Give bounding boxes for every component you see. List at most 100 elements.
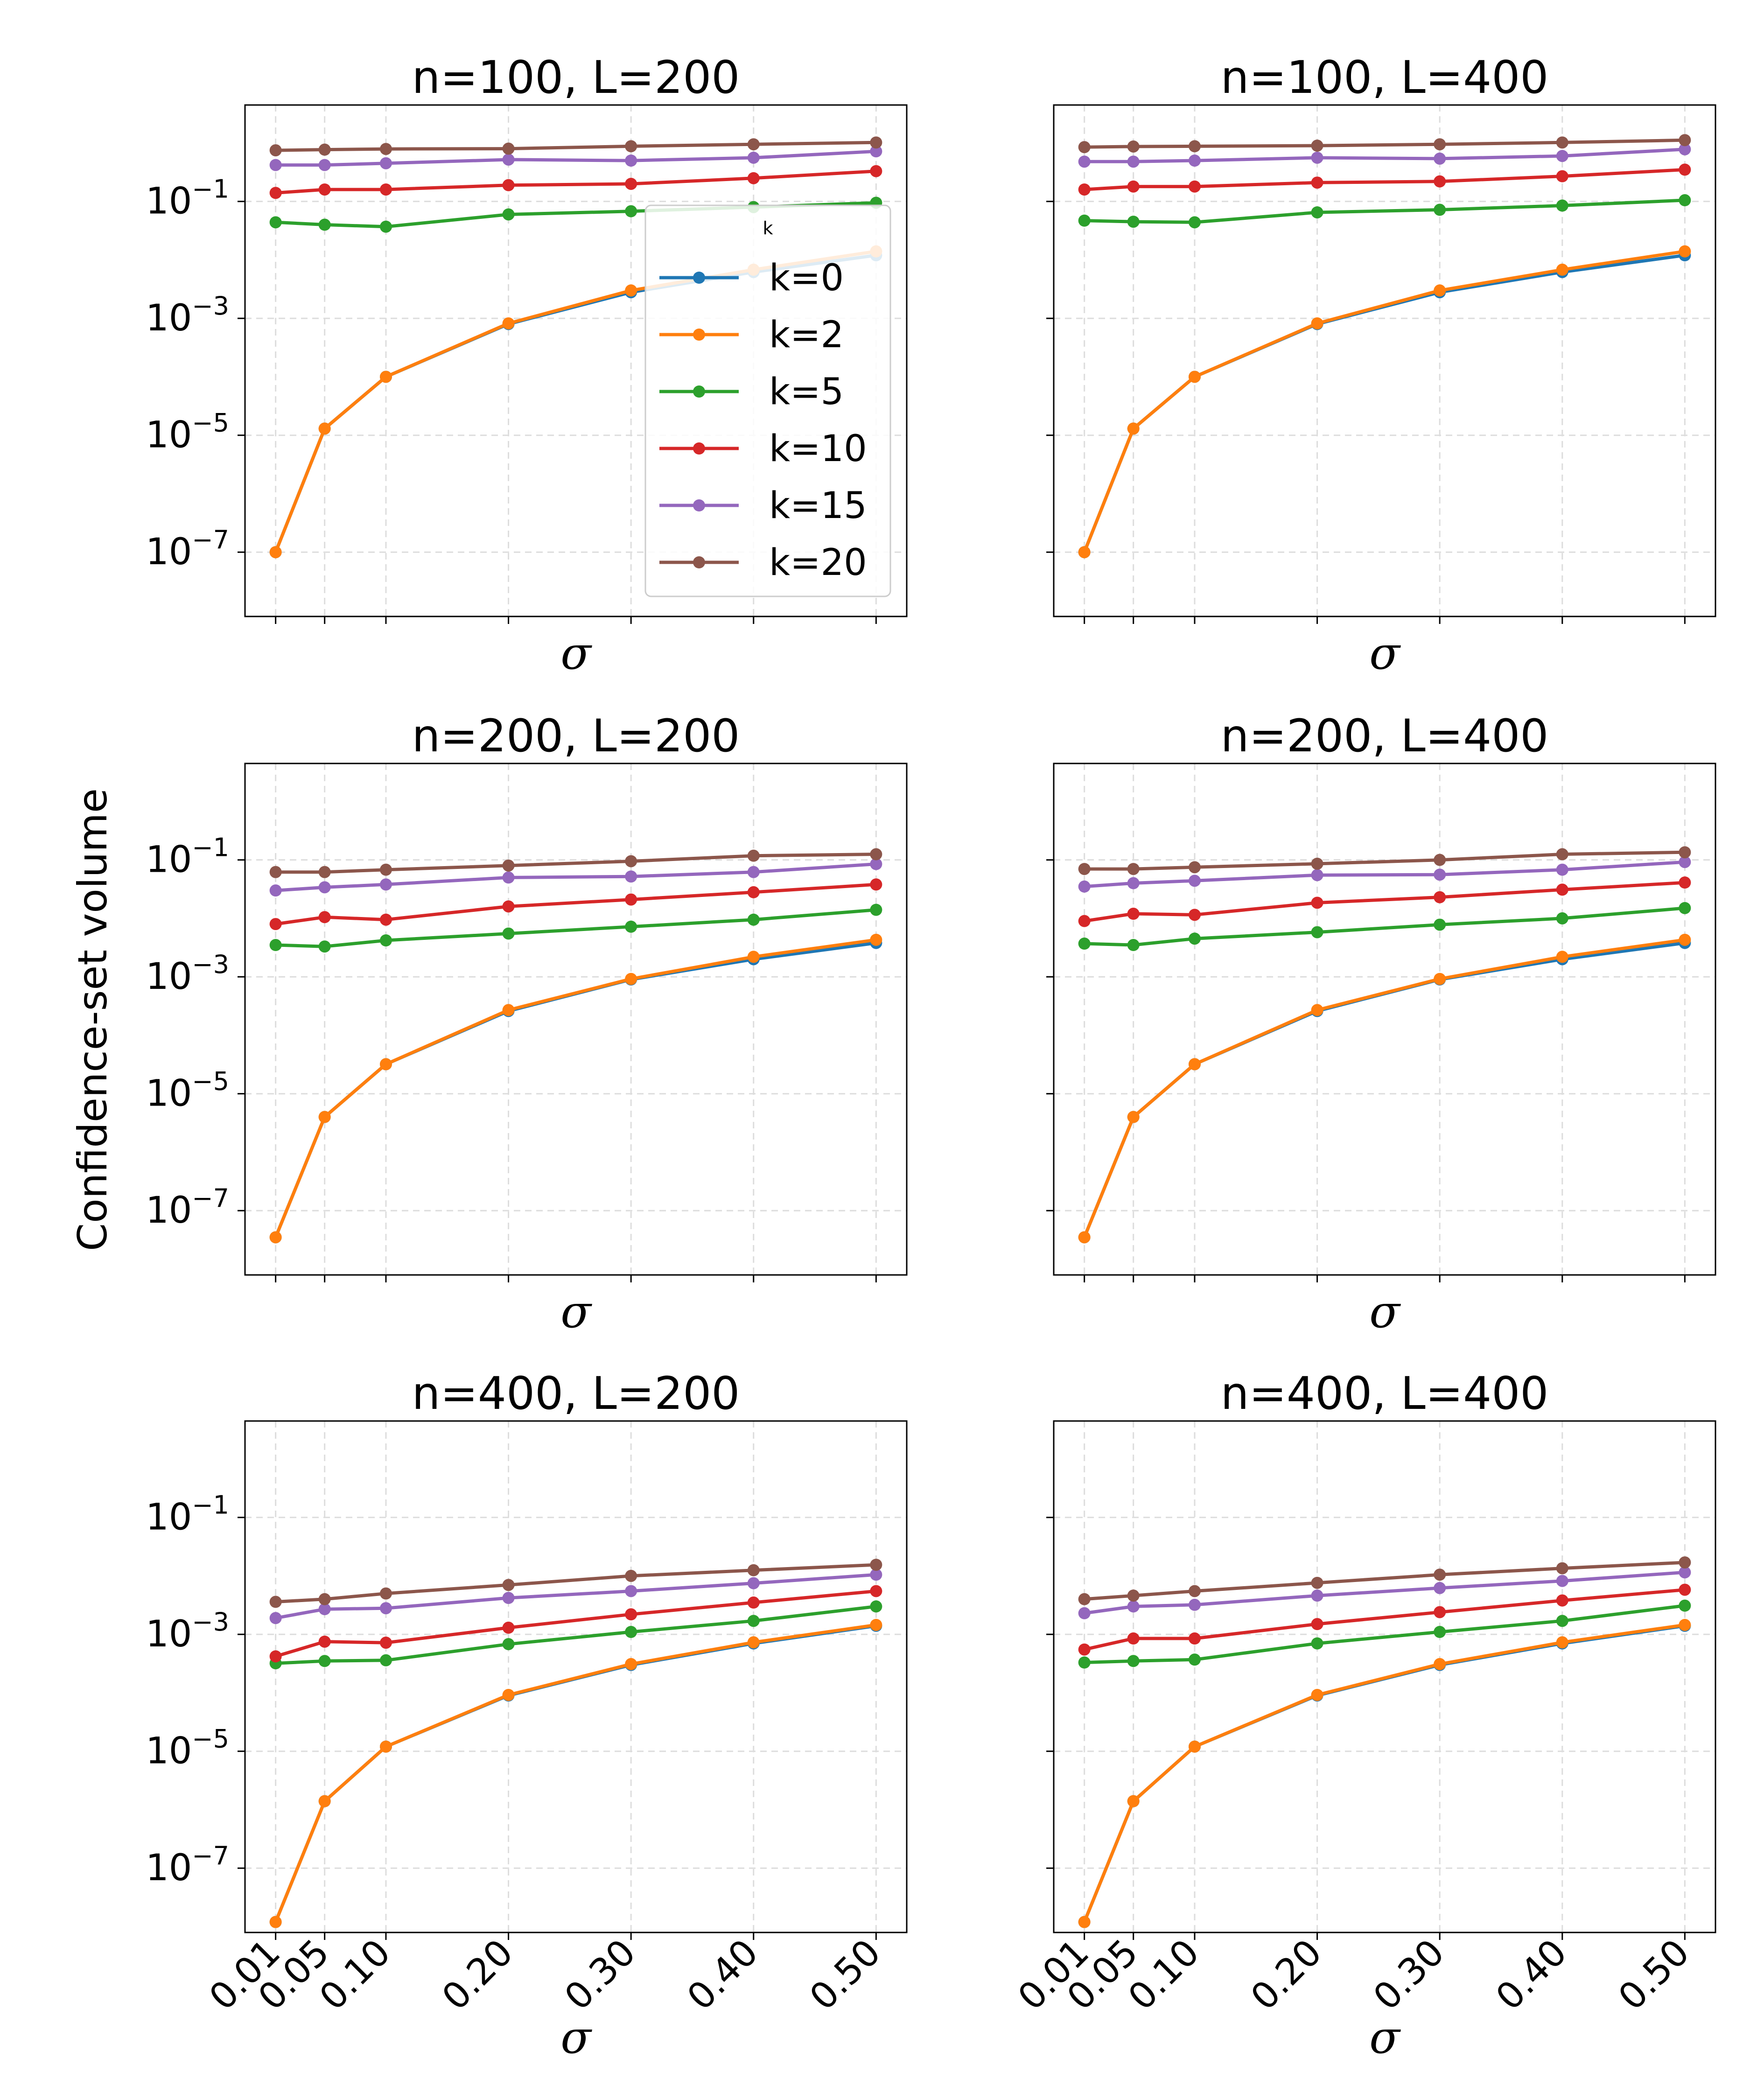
data-point <box>1078 915 1091 927</box>
data-point <box>1679 1583 1691 1596</box>
series-line-k20 <box>1084 138 1685 149</box>
y-tick-label: 10−7 <box>146 525 229 573</box>
data-point <box>747 1577 760 1589</box>
data-point <box>625 1658 637 1670</box>
x-tick-label: 0.20 <box>1243 1932 1330 2018</box>
data-point <box>269 884 282 897</box>
data-point <box>1679 1556 1691 1569</box>
data-point <box>502 927 515 940</box>
data-point <box>502 1579 515 1591</box>
data-point <box>1078 1593 1091 1605</box>
series-line-k0 <box>1083 1624 1685 1923</box>
panel-title: n=400, L=400 <box>1221 1367 1549 1420</box>
data-point <box>1311 1637 1323 1650</box>
legend: k k=0 k=2 k=5 k=10 k=15 k=20 <box>644 204 891 597</box>
data-point <box>1311 1576 1323 1589</box>
data-point <box>1078 546 1091 559</box>
panel-title: n=400, L=200 <box>412 1367 740 1420</box>
panel-title: n=100, L=200 <box>412 51 740 104</box>
axes-frame <box>1053 1420 1716 1933</box>
data-point <box>1188 861 1201 874</box>
data-point <box>318 1655 331 1667</box>
data-point <box>625 1585 637 1597</box>
data-point <box>1556 136 1568 149</box>
series-line-k2 <box>1083 938 1685 1238</box>
y-tick-label: 10−5 <box>146 408 229 456</box>
data-point <box>502 1638 515 1651</box>
data-point <box>502 859 515 872</box>
data-point <box>870 165 882 177</box>
data-point <box>318 911 331 924</box>
x-axis-label: σ <box>1369 627 1401 679</box>
data-point <box>269 1596 282 1608</box>
x-tick-label: 0.30 <box>557 1932 644 2018</box>
data-point <box>269 144 282 157</box>
data-point <box>1434 1658 1446 1670</box>
series-line-k15 <box>1084 860 1685 889</box>
data-point <box>318 1593 331 1605</box>
legend-entry: k=0 <box>769 257 844 299</box>
data-point <box>1556 199 1568 212</box>
series-line-k10 <box>275 169 876 195</box>
data-point <box>1188 140 1201 153</box>
legend-entry: k=15 <box>769 485 867 527</box>
data-point <box>318 1795 331 1807</box>
data-point <box>625 205 637 217</box>
data-point <box>502 317 515 329</box>
data-point <box>1188 154 1201 167</box>
data-point <box>1556 1575 1568 1587</box>
data-point <box>1679 846 1691 859</box>
data-point <box>502 1592 515 1604</box>
series-line-k2 <box>1083 1623 1685 1923</box>
data-point <box>269 1916 282 1928</box>
y-tick-label: 10−7 <box>146 1183 229 1232</box>
data-point <box>269 1231 282 1244</box>
data-point <box>1434 854 1446 866</box>
data-point <box>625 855 637 868</box>
data-point <box>379 371 392 383</box>
data-point <box>870 136 882 149</box>
data-point <box>747 1596 760 1609</box>
data-point <box>318 159 331 171</box>
data-point <box>1127 1795 1140 1807</box>
chart-panel: 10−710−510−310−1n=100, L=200σkk=0k=2k=5k… <box>146 51 908 679</box>
data-point <box>747 1636 760 1649</box>
data-point <box>1434 1626 1446 1638</box>
data-point <box>318 866 331 878</box>
data-point <box>1311 1618 1323 1631</box>
data-point <box>269 866 282 878</box>
data-point <box>379 183 392 196</box>
y-tick-label: 10−3 <box>146 291 229 339</box>
chart-panel: 10−7 10−5 10−3 10−1 n=200, L=200 σ <box>146 710 908 1338</box>
data-point <box>1127 140 1140 153</box>
data-point <box>870 1585 882 1597</box>
data-point <box>1078 141 1091 154</box>
shared-y-axis-label: Confidence-set volume <box>70 788 116 1251</box>
data-point <box>379 1602 392 1615</box>
data-point <box>318 1111 331 1123</box>
data-point <box>625 284 637 297</box>
data-point <box>1127 1655 1140 1667</box>
series-line-k10 <box>1084 1588 1685 1652</box>
series-line-k20 <box>275 1563 876 1603</box>
data-point <box>269 216 282 229</box>
data-point <box>625 973 637 985</box>
data-point <box>1078 938 1091 950</box>
data-point <box>379 863 392 876</box>
data-point <box>318 881 331 894</box>
data-point <box>1556 1562 1568 1575</box>
x-axis-label: σ <box>560 2011 592 2064</box>
y-tick-label: 10−1 <box>146 1491 229 1539</box>
data-point <box>1078 155 1091 168</box>
x-tick-label: 0.20 <box>434 1932 521 2018</box>
series-line-k0 <box>1083 941 1685 1238</box>
data-point <box>1078 214 1091 227</box>
data-point <box>502 1004 515 1016</box>
data-point <box>1078 1607 1091 1619</box>
data-point <box>379 143 392 155</box>
data-point <box>502 153 515 166</box>
data-point <box>318 940 331 953</box>
data-point <box>1679 876 1691 889</box>
data-point <box>1188 932 1201 945</box>
data-point <box>502 900 515 913</box>
